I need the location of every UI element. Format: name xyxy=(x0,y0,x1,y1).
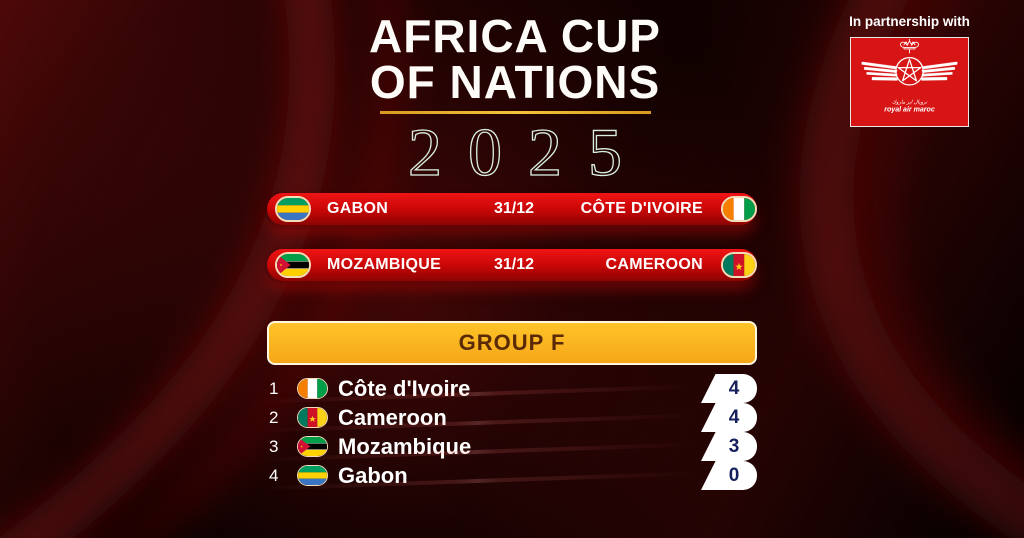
svg-text:royal air maroc: royal air maroc xyxy=(884,107,935,114)
svg-text:نرويال اير ماروك: نرويال اير ماروك xyxy=(892,99,928,105)
